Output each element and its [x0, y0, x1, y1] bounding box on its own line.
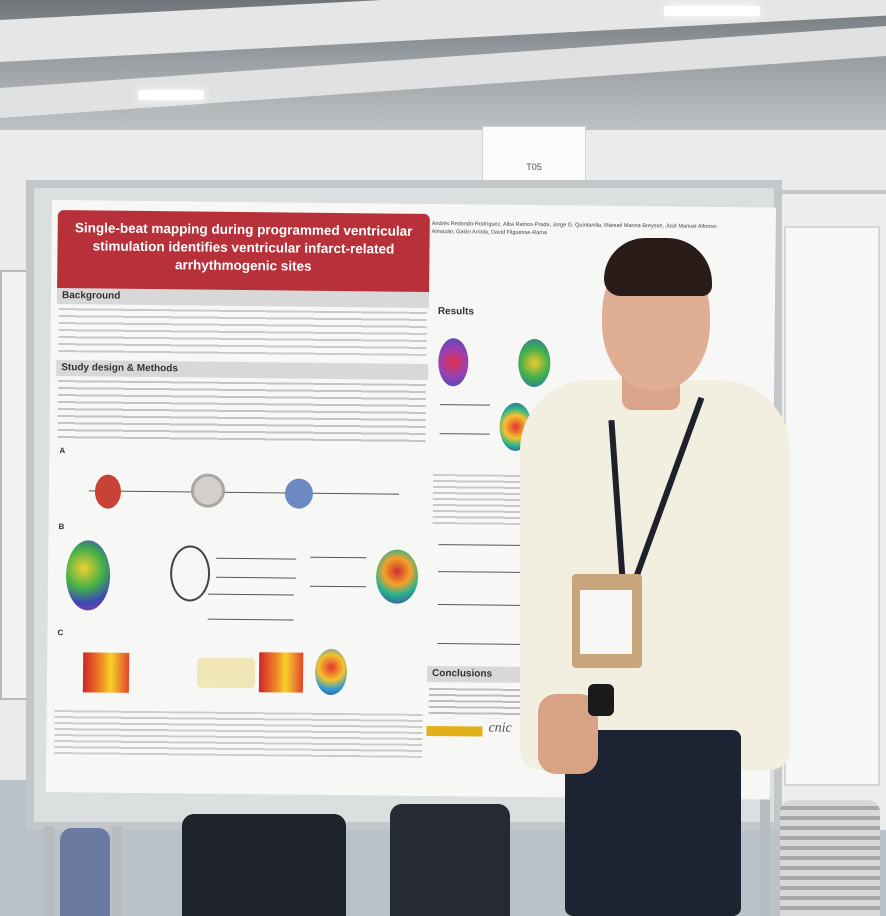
- cnic-logo: cnic: [488, 720, 512, 736]
- heatmap-illustration: [82, 652, 130, 693]
- board-leg: [760, 790, 770, 916]
- heatmap-illustration: [258, 652, 304, 693]
- methods-text-block: [57, 380, 427, 444]
- heart-illustration: [94, 474, 122, 509]
- section-background: Background: [56, 288, 430, 308]
- sponsor-logo: [426, 725, 483, 737]
- ceiling-light: [664, 6, 760, 16]
- activation-map-illustration: [375, 549, 419, 604]
- presenter-hair: [604, 238, 712, 296]
- ceiling-light: [138, 90, 204, 100]
- results-map-illustration: [518, 338, 551, 388]
- figure-label: A: [59, 446, 66, 456]
- activation-map-illustration: [314, 648, 348, 696]
- section-results: Results: [437, 306, 475, 318]
- board-leg: [44, 826, 54, 916]
- visitor-legs: [390, 804, 510, 916]
- board-leg: [112, 826, 122, 916]
- section-study-design: Study design & Methods: [56, 360, 429, 380]
- visitor-legs: [780, 800, 880, 916]
- results-map-illustration: [438, 338, 469, 387]
- results-traces: [437, 604, 528, 646]
- conclusions-text-block: [428, 687, 529, 720]
- visitor-legs: [182, 814, 346, 916]
- basket-catheter-illustration: [169, 545, 211, 602]
- electrogram-traces: [216, 557, 297, 579]
- arrow-box: [196, 657, 256, 689]
- figure-label: C: [57, 628, 64, 638]
- voltage-map-illustration: [65, 540, 111, 611]
- electrogram-traces: [207, 593, 294, 621]
- visitor-legs: [60, 828, 110, 916]
- name-badge-card: [580, 590, 632, 654]
- smartwatch: [588, 684, 614, 716]
- board-number: T05: [526, 162, 542, 172]
- background-text-block: [58, 308, 427, 356]
- side-poster-board-panel: [784, 226, 880, 786]
- figure-caption: [54, 710, 423, 758]
- timeline: [88, 490, 399, 495]
- catheter-illustration: [284, 478, 314, 509]
- figure-label: B: [58, 522, 65, 532]
- results-traces: [439, 404, 490, 435]
- electrogram-traces: [309, 556, 367, 588]
- mri-scanner-illustration: [190, 473, 226, 508]
